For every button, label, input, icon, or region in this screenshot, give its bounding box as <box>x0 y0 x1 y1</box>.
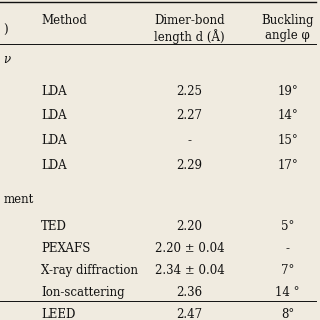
Text: Method: Method <box>41 13 87 27</box>
Text: PEXAFS: PEXAFS <box>41 242 91 255</box>
Text: 2.29: 2.29 <box>177 159 203 172</box>
Text: 14°: 14° <box>277 109 298 122</box>
Text: ν: ν <box>3 53 10 66</box>
Text: Buckling
angle φ: Buckling angle φ <box>261 13 314 42</box>
Text: ): ) <box>3 24 8 37</box>
Text: LDA: LDA <box>41 134 67 147</box>
Text: 17°: 17° <box>277 159 298 172</box>
Text: 2.27: 2.27 <box>177 109 203 122</box>
Text: Dimer-bond
length d (Å): Dimer-bond length d (Å) <box>154 13 225 44</box>
Text: 2.25: 2.25 <box>177 84 203 98</box>
Text: 15°: 15° <box>277 134 298 147</box>
Text: X-ray diffraction: X-ray diffraction <box>41 264 138 277</box>
Text: ment: ment <box>3 193 33 206</box>
Text: -: - <box>188 134 192 147</box>
Text: 2.20 ± 0.04: 2.20 ± 0.04 <box>155 242 224 255</box>
Text: 2.34 ± 0.04: 2.34 ± 0.04 <box>155 264 225 277</box>
Text: 2.20: 2.20 <box>177 220 203 233</box>
Text: LEED: LEED <box>41 308 76 320</box>
Text: LDA: LDA <box>41 159 67 172</box>
Text: LDA: LDA <box>41 84 67 98</box>
Text: 2.36: 2.36 <box>177 286 203 299</box>
Text: 19°: 19° <box>277 84 298 98</box>
Text: -: - <box>286 242 290 255</box>
Text: 2.47: 2.47 <box>177 308 203 320</box>
Text: 7°: 7° <box>281 264 294 277</box>
Text: Ion-scattering: Ion-scattering <box>41 286 125 299</box>
Text: 5°: 5° <box>281 220 294 233</box>
Text: TED: TED <box>41 220 67 233</box>
Text: LDA: LDA <box>41 109 67 122</box>
Text: 8°: 8° <box>281 308 294 320</box>
Text: 14 °: 14 ° <box>276 286 300 299</box>
